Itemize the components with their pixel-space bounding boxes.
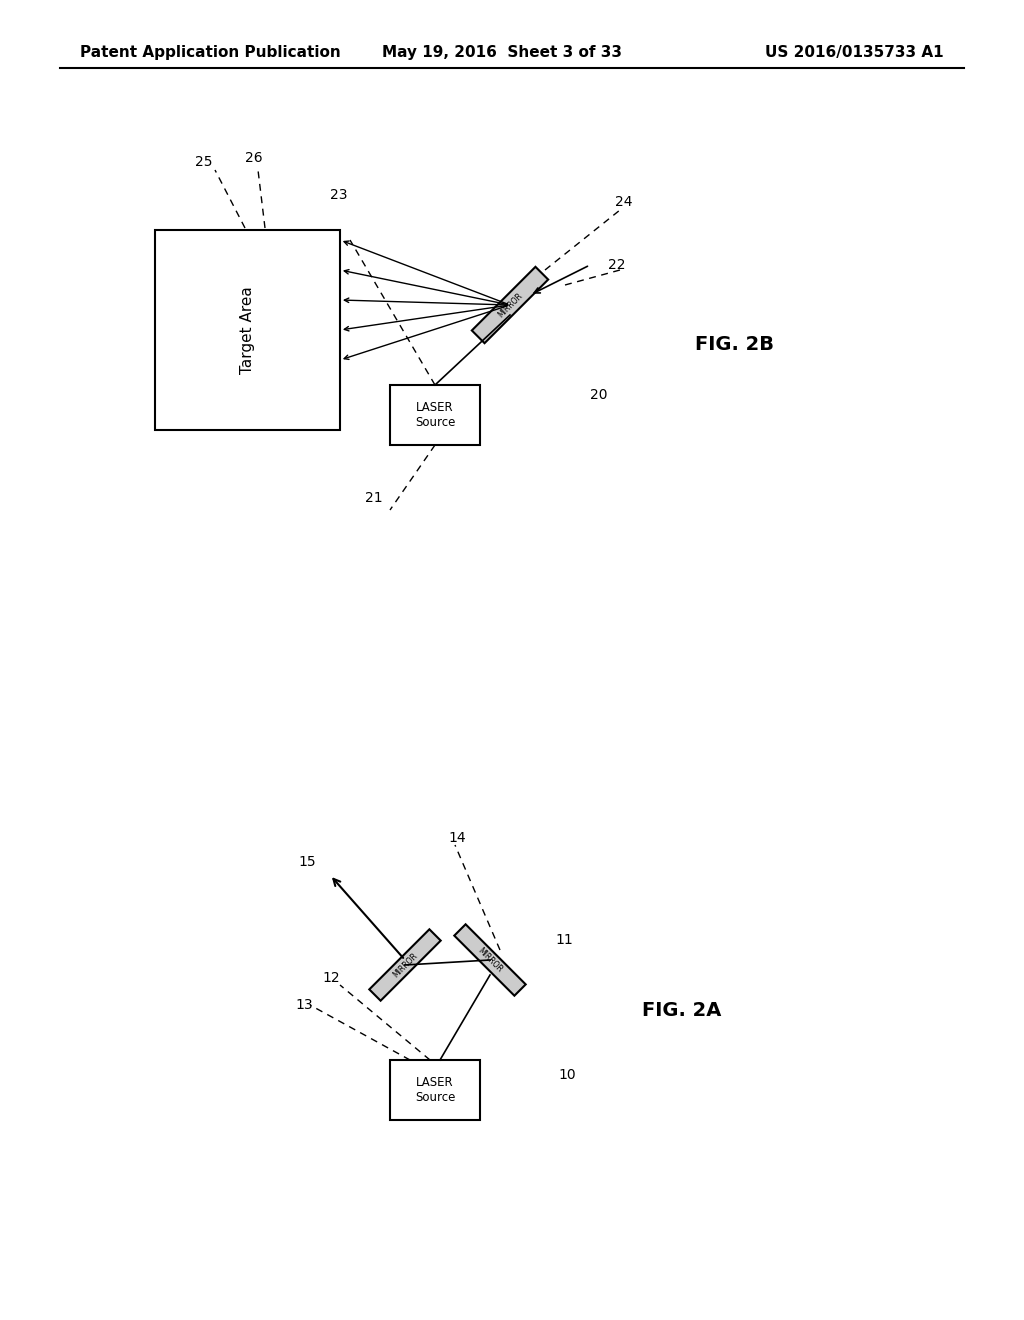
Text: 15: 15 [298, 855, 315, 869]
Text: 20: 20 [590, 388, 607, 403]
Text: 13: 13 [295, 998, 312, 1012]
Text: FIG. 2B: FIG. 2B [695, 335, 774, 355]
Text: Target Area: Target Area [240, 286, 255, 374]
Text: 14: 14 [449, 832, 466, 845]
Text: 23: 23 [330, 187, 347, 202]
Bar [370, 929, 440, 1001]
Text: Patent Application Publication: Patent Application Publication [80, 45, 341, 59]
Text: 25: 25 [195, 154, 213, 169]
Text: 24: 24 [615, 195, 633, 209]
Bar [390, 385, 480, 445]
Text: 21: 21 [365, 491, 383, 506]
Text: 11: 11 [555, 933, 572, 946]
Text: FIG. 2A: FIG. 2A [642, 1001, 721, 1019]
Text: MIRROR: MIRROR [496, 290, 524, 319]
Text: US 2016/0135733 A1: US 2016/0135733 A1 [765, 45, 944, 59]
Text: MIRROR: MIRROR [476, 946, 504, 974]
Text: LASER
Source: LASER Source [415, 1076, 456, 1104]
Text: May 19, 2016  Sheet 3 of 33: May 19, 2016 Sheet 3 of 33 [382, 45, 622, 59]
Bar [472, 267, 548, 343]
Text: 12: 12 [322, 972, 340, 985]
Text: 26: 26 [245, 150, 262, 165]
Text: MIRROR: MIRROR [391, 950, 419, 979]
Text: LASER
Source: LASER Source [415, 401, 456, 429]
Bar [390, 1060, 480, 1119]
Bar [155, 230, 340, 430]
Text: 10: 10 [558, 1068, 575, 1082]
Bar [455, 924, 525, 995]
Text: 22: 22 [608, 257, 626, 272]
